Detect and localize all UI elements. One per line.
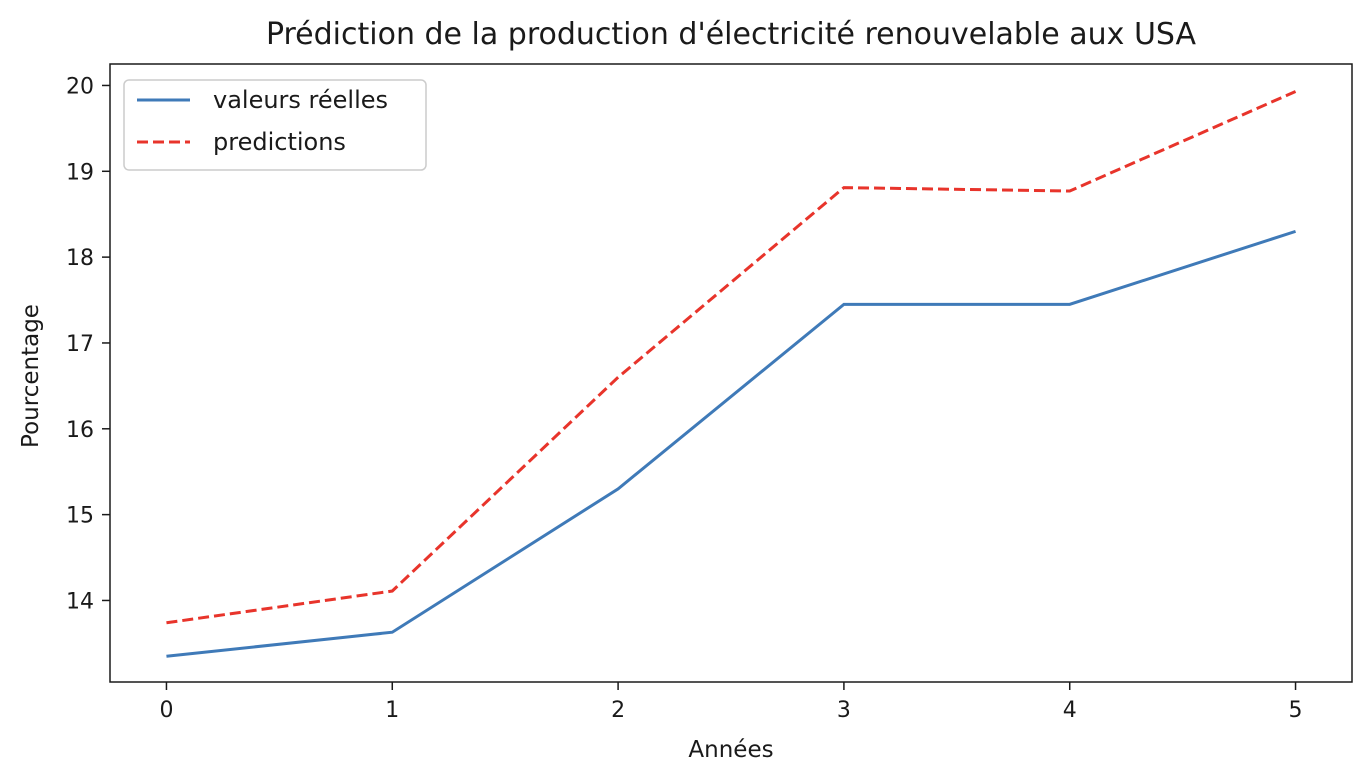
legend-label: predictions bbox=[213, 128, 346, 156]
y-tick-label: 18 bbox=[66, 246, 94, 271]
y-tick-label: 15 bbox=[66, 504, 94, 529]
x-tick-label: 3 bbox=[837, 698, 851, 723]
legend-label: valeurs réelles bbox=[213, 86, 388, 114]
x-tick-label: 5 bbox=[1289, 698, 1303, 723]
plot-area: 0 1 2 3 4 5 14 15 16 17 18 19 20 bbox=[66, 63, 1353, 723]
y-tick-label: 16 bbox=[66, 418, 94, 443]
legend: valeurs réelles predictions bbox=[123, 79, 427, 171]
y-axis-label: Pourcentage bbox=[18, 304, 44, 448]
series-line-valeurs-reelles bbox=[166, 229, 1297, 658]
x-tick-label: 2 bbox=[611, 698, 625, 723]
y-tick-label: 14 bbox=[66, 589, 94, 614]
plot-frame bbox=[109, 63, 1353, 683]
legend-box bbox=[123, 79, 427, 171]
x-tick-label: 1 bbox=[385, 698, 399, 723]
x-tick-label: 0 bbox=[159, 698, 173, 723]
chart-title: Prédiction de la production d'électricit… bbox=[266, 17, 1197, 52]
y-tick-label: 17 bbox=[66, 332, 94, 357]
y-tick-label: 20 bbox=[66, 74, 94, 99]
x-axis-label: Années bbox=[688, 737, 773, 763]
y-tick-label: 19 bbox=[66, 160, 94, 185]
x-tick-label: 4 bbox=[1063, 698, 1077, 723]
